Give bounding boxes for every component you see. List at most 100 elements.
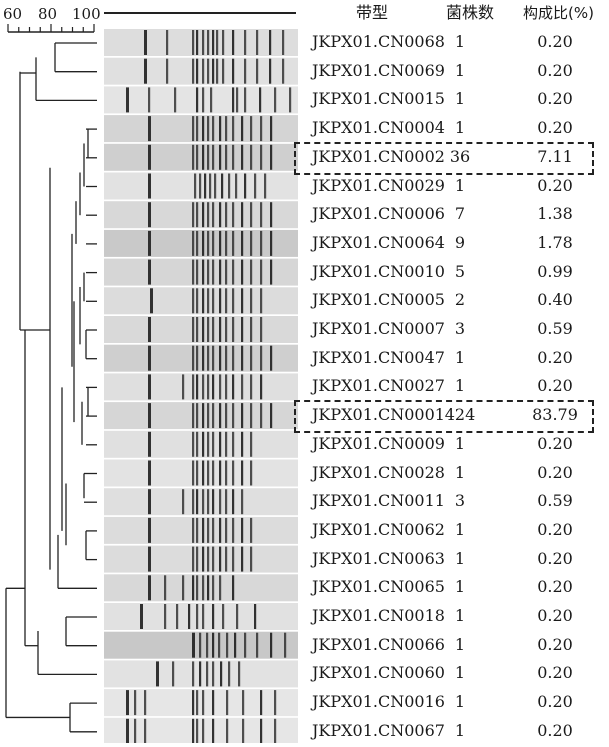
- table-row: JKPX01.CN0064 9 1.78: [0, 230, 609, 259]
- gel-band: [172, 661, 175, 687]
- gel-band: [199, 173, 202, 199]
- cell-pattern: JKPX01.CN0002: [312, 146, 445, 166]
- gel-band: [196, 317, 199, 342]
- gel-band: [196, 403, 199, 429]
- cell-count: 1: [454, 32, 466, 51]
- gel-band: [250, 288, 253, 314]
- gel-band: [192, 317, 195, 342]
- gel-band: [241, 546, 244, 572]
- gel-band: [270, 230, 273, 256]
- gel-band: [202, 718, 205, 743]
- gel-band: [218, 632, 221, 658]
- gel-lane: [104, 201, 298, 229]
- cell-pattern: JKPX01.CN0068: [312, 32, 445, 51]
- gel-band: [259, 87, 262, 113]
- gel-band: [148, 202, 151, 228]
- cell-pattern: JKPX01.CN0009: [312, 433, 445, 453]
- gel-band: [196, 288, 199, 314]
- cell-ratio: 0.20: [537, 720, 573, 740]
- gel-band: [250, 317, 253, 342]
- gel-band: [174, 87, 177, 113]
- cell-count: 1: [454, 606, 466, 625]
- cell-pattern: JKPX01.CN0018: [312, 606, 445, 625]
- gel-band: [148, 345, 151, 371]
- cell-pattern: JKPX01.CN0010: [312, 261, 445, 281]
- gel-band: [212, 403, 215, 429]
- cell-count: 9: [454, 232, 466, 252]
- gel-band: [212, 116, 215, 142]
- gel-band: [212, 58, 215, 84]
- gel-band: [256, 30, 259, 55]
- gel-band: [196, 460, 199, 486]
- gel-band: [207, 575, 210, 601]
- gel-band: [148, 87, 151, 113]
- cell-ratio: 0.20: [537, 376, 573, 396]
- gel-band: [232, 403, 235, 429]
- gel-band: [126, 718, 129, 743]
- gel-band: [274, 87, 277, 113]
- gel-band: [182, 374, 185, 400]
- gel-band: [202, 288, 205, 314]
- cell-ratio: 0.20: [537, 89, 573, 109]
- gel-band: [236, 87, 239, 113]
- gel-band: [192, 460, 195, 486]
- table-row: JKPX01.CN0060 1 0.20: [0, 660, 609, 689]
- gel-band: [196, 202, 199, 228]
- cell-ratio: 0.20: [537, 118, 573, 138]
- cell-count: 1: [454, 118, 466, 138]
- gel-band: [241, 489, 244, 515]
- gel-band: [192, 718, 195, 743]
- gel-band: [212, 230, 215, 256]
- header-pattern: 带型: [356, 3, 389, 22]
- gel-band: [241, 403, 244, 429]
- cell-ratio: 1.38: [537, 204, 573, 224]
- gel-lane: [104, 373, 298, 401]
- gel-band: [202, 517, 205, 543]
- table-row: JKPX01.CN0002 36 7.11: [0, 144, 609, 173]
- table-row: JKPX01.CN0010 5 0.99: [0, 259, 609, 288]
- gel-band: [244, 58, 247, 84]
- gel-band: [192, 345, 195, 371]
- gel-band: [202, 374, 205, 400]
- gel-band: [212, 374, 215, 400]
- gel-band: [212, 546, 215, 572]
- cell-count: 36: [449, 146, 471, 166]
- gel-band: [270, 259, 273, 285]
- gel-band: [212, 345, 215, 371]
- gel-band: [202, 259, 205, 285]
- table-row: JKPX01.CN0004 1 0.20: [0, 115, 609, 144]
- gel-band: [206, 661, 209, 687]
- gel-band: [219, 431, 222, 457]
- gel-band: [207, 202, 210, 228]
- gel-band: [238, 661, 241, 687]
- gel-band: [164, 604, 167, 629]
- cell-count: 1: [454, 433, 466, 453]
- gel-lane: [104, 516, 298, 544]
- cell-pattern: JKPX01.CN0064: [312, 232, 445, 252]
- table-row: JKPX01.CN0001 424 83.79: [0, 402, 609, 431]
- cell-count: 1: [454, 720, 466, 740]
- cell-ratio: 0.20: [537, 577, 573, 597]
- gel-band: [232, 259, 235, 285]
- gel-band: [250, 460, 253, 486]
- gel-band: [225, 374, 228, 400]
- gel-band: [207, 144, 210, 170]
- gel-band: [270, 345, 273, 371]
- gel-band: [148, 403, 151, 429]
- gel-band: [192, 661, 195, 687]
- gel-band: [192, 144, 195, 170]
- cell-pattern: JKPX01.CN0006: [312, 204, 445, 224]
- gel-lane: [104, 430, 298, 458]
- gel-band: [274, 690, 277, 716]
- gel-band: [204, 173, 207, 199]
- gel-band: [202, 489, 205, 515]
- similarity-scale: 60 80 100: [0, 0, 101, 40]
- gel-band: [269, 58, 272, 84]
- header-count: 菌株数: [446, 3, 495, 22]
- gel-band: [244, 30, 247, 55]
- gel-band: [216, 30, 219, 55]
- gel-band: [212, 144, 215, 170]
- gel-band: [196, 374, 199, 400]
- gel-band: [219, 116, 222, 142]
- gel-band: [234, 632, 237, 658]
